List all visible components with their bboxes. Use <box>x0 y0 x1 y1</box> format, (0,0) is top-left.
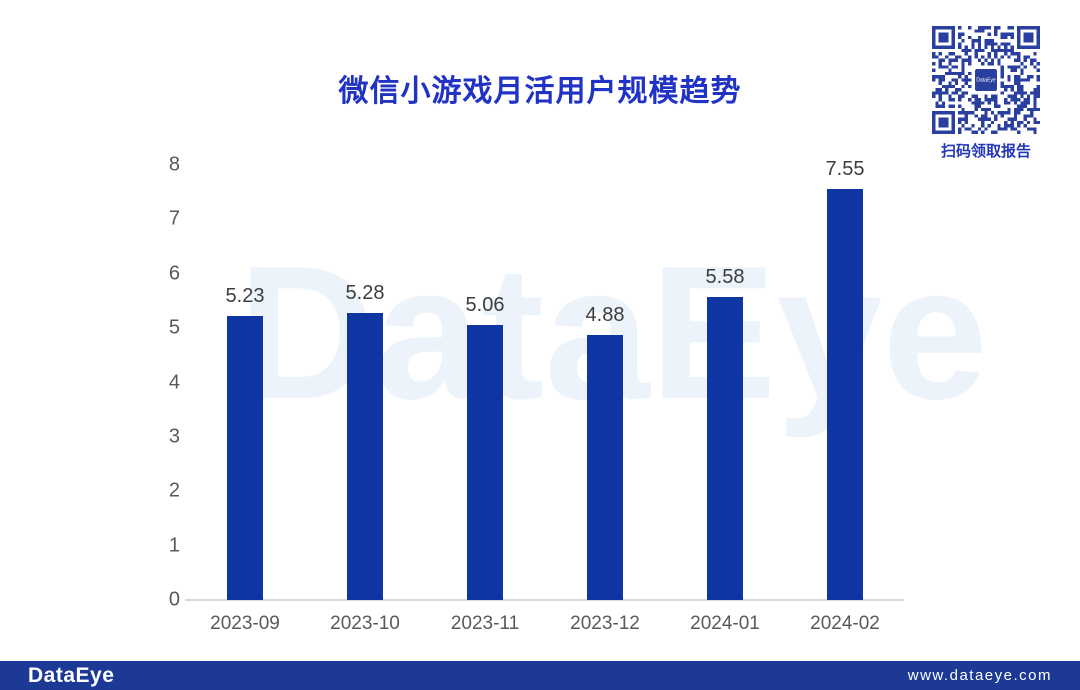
footer-url: www.dataeye.com <box>907 667 1052 684</box>
x-axis-tick-label: 2023-11 <box>450 613 520 634</box>
bar-value-label: 7.55 <box>825 158 865 181</box>
bar <box>347 312 383 600</box>
y-axis-tick-label: 0 <box>168 588 180 611</box>
bar <box>707 296 743 600</box>
dataeye-logo: DataEye <box>28 663 115 687</box>
x-axis-tick-label: 2023-09 <box>210 613 280 634</box>
y-axis-tick-label: 5 <box>168 316 180 339</box>
x-axis-line <box>185 599 904 601</box>
x-axis-tick-label: 2024-01 <box>690 613 760 634</box>
chart-title: 微信小游戏月活用户规模趋势 <box>338 75 742 108</box>
bar-value-label: 5.58 <box>705 265 745 288</box>
qr-code: DataEye <box>932 26 1040 134</box>
bar-value-label: 5.28 <box>345 281 385 304</box>
bar <box>587 334 623 600</box>
x-axis-tick-label: 2023-12 <box>570 613 640 634</box>
y-axis-tick-label: 2 <box>168 479 180 502</box>
bar-value-label: 5.06 <box>465 293 505 316</box>
x-axis-tick-label: 2023-10 <box>330 613 400 634</box>
y-axis-tick-label: 4 <box>168 371 180 393</box>
bar <box>227 315 263 600</box>
y-axis-tick-label: 3 <box>168 425 180 448</box>
bar-value-label: 5.23 <box>225 284 265 307</box>
bar <box>467 324 503 600</box>
bar-value-label: 4.88 <box>585 303 625 326</box>
y-axis-tick-label: 6 <box>168 262 180 285</box>
bar <box>827 189 863 600</box>
x-axis-tick-label: 2024-02 <box>810 613 880 634</box>
y-axis-tick-label: 7 <box>168 207 180 230</box>
qr-center-label: DataEye <box>976 77 996 83</box>
y-axis-tick-label: 8 <box>168 153 180 176</box>
footer-bar: DataEye www.dataeye.com <box>0 661 1080 690</box>
y-axis-tick-label: 1 <box>168 534 180 557</box>
qr-caption: 扫码领取报告 <box>940 143 1031 160</box>
